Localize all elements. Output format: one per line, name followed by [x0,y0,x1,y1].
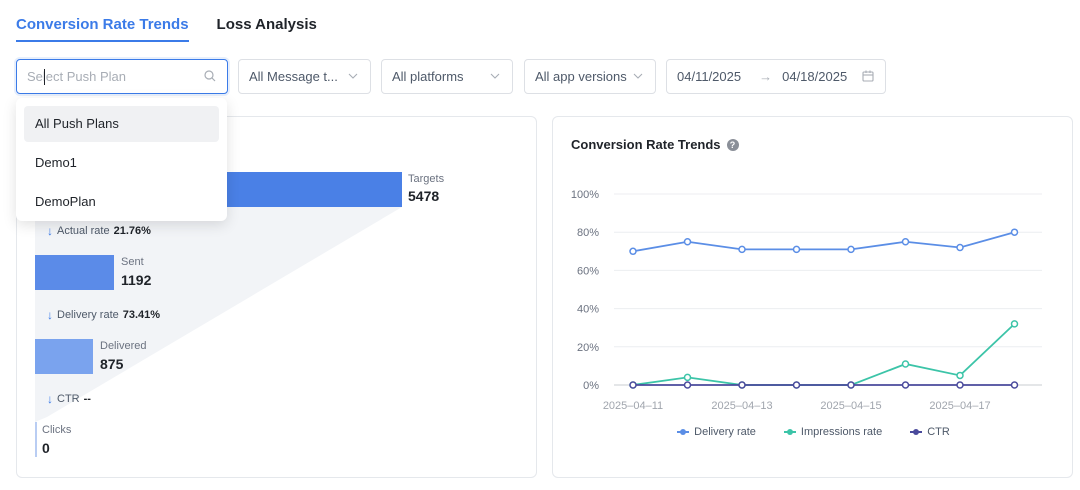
tab-loss-analysis[interactable]: Loss Analysis [216,16,317,33]
legend-item[interactable]: CTR [910,426,950,438]
data-point[interactable] [847,381,855,389]
data-point[interactable] [901,381,910,389]
dropdown-option[interactable]: All Push Plans [24,106,219,142]
stage-value-targets: 5478 [408,188,440,204]
dropdown-option[interactable]: DemoPlan [35,194,96,209]
data-point[interactable] [683,373,692,382]
data-point[interactable] [847,245,855,254]
funnel-bar-sent [35,255,114,290]
date-start[interactable]: 04/11/2025 [677,69,742,84]
tab-bar: Conversion Rate Trends Loss Analysis [16,16,317,42]
data-point[interactable] [629,381,637,389]
tab-conversion-rate-trends[interactable]: Conversion Rate Trends [16,16,189,42]
legend-swatch [783,428,796,436]
data-point[interactable] [792,245,801,254]
arrow-down-icon: ↓ [47,308,53,322]
rate-label: Actual rate [57,225,110,237]
rate-value: -- [83,393,91,405]
x-tick-label: 2025–04–15 [820,400,881,412]
arrow-down-icon: ↓ [47,392,53,406]
x-tick-label: 2025–04–11 [603,400,663,412]
y-tick-label: 20% [577,342,599,354]
chart-title-text: Conversion Rate Trends [571,137,721,152]
platforms-value: All platforms [392,69,464,84]
stage-label-clicks: Clicks [42,424,72,436]
message-type-select[interactable]: All Message t... [238,59,371,94]
stage-label-targets: Targets [408,173,445,185]
stage-value-delivered: 875 [100,356,124,372]
x-tick-label: 2025–04–17 [929,400,990,412]
push-plan-select[interactable] [16,59,228,94]
data-point[interactable] [683,238,692,246]
data-point[interactable] [792,381,801,389]
help-icon[interactable]: ? [726,138,739,151]
data-point[interactable] [1010,381,1019,389]
chart-legend: Delivery rate Impressions rate CTR [553,426,1074,438]
series-line [632,231,1015,253]
legend-label: CTR [927,426,950,438]
stage-label-delivered: Delivered [100,340,147,352]
rate-ctr: ↓ CTR -- [47,392,91,406]
rate-delivery: ↓ Delivery rate 73.41% [47,308,160,322]
funnel-connector [35,172,402,422]
rate-value: 21.76% [113,225,151,237]
data-point[interactable] [738,381,746,389]
y-tick-label: 0% [583,380,599,392]
app-versions-select[interactable]: All app versions [524,59,656,94]
funnel-bar-clicks [35,422,37,457]
stage-label-sent: Sent [121,256,144,268]
y-tick-label: 60% [577,265,599,277]
dropdown-option[interactable]: Demo1 [35,155,77,170]
date-range-arrow: → [759,69,773,84]
text-cursor [44,69,45,85]
app-versions-value: All app versions [535,69,627,84]
legend-swatch [910,428,923,436]
legend-label: Impressions rate [800,426,883,438]
rate-label: CTR [57,393,80,405]
line-chart: 0% 20% 40% 60% 80% 100% 2025–04–11 2025–04–13 20… [571,189,1042,412]
trend-panel: Conversion Rate Trends ? 0% 20% 40% 60% 80% 1… [552,116,1073,478]
legend-swatch [677,428,690,436]
data-point[interactable] [956,381,964,389]
data-point[interactable] [683,381,692,389]
stage-value-sent: 1192 [121,272,152,288]
legend-item[interactable]: Impressions rate [783,426,883,438]
legend-item[interactable]: Delivery rate [677,426,756,438]
stage-value-clicks: 0 [42,440,50,456]
data-point[interactable] [738,245,746,254]
chevron-down-icon [490,73,500,79]
push-plan-search-input[interactable] [27,69,197,84]
data-point[interactable] [956,243,964,252]
data-point[interactable] [629,247,637,256]
y-tick-label: 80% [577,227,599,239]
platforms-select[interactable]: All platforms [381,59,513,94]
chevron-down-icon [348,73,358,79]
rate-label: Delivery rate [57,309,119,321]
data-point[interactable] [1010,228,1019,236]
calendar-icon [862,70,874,82]
data-point[interactable] [1010,320,1019,328]
date-range-picker[interactable]: 04/11/2025 → 04/18/2025 [666,59,886,94]
rate-actual: ↓ Actual rate 21.76% [47,224,151,238]
push-plan-dropdown: All Push Plans Demo1 DemoPlan [16,98,227,221]
date-end[interactable]: 04/18/2025 [782,69,848,84]
rate-value: 73.41% [122,309,161,321]
funnel-bar-delivered [35,339,93,374]
data-point[interactable] [901,360,910,368]
data-point[interactable] [956,371,964,380]
legend-label: Delivery rate [694,426,756,438]
data-point[interactable] [901,238,910,246]
message-type-value: All Message t... [249,69,338,84]
chart-title: Conversion Rate Trends ? [571,137,739,152]
y-tick-label: 100% [571,189,599,201]
y-tick-label: 40% [577,304,599,316]
x-tick-label: 2025–04–13 [711,400,772,412]
arrow-down-icon: ↓ [47,224,53,238]
chevron-down-icon [633,73,643,79]
search-icon [204,70,216,82]
